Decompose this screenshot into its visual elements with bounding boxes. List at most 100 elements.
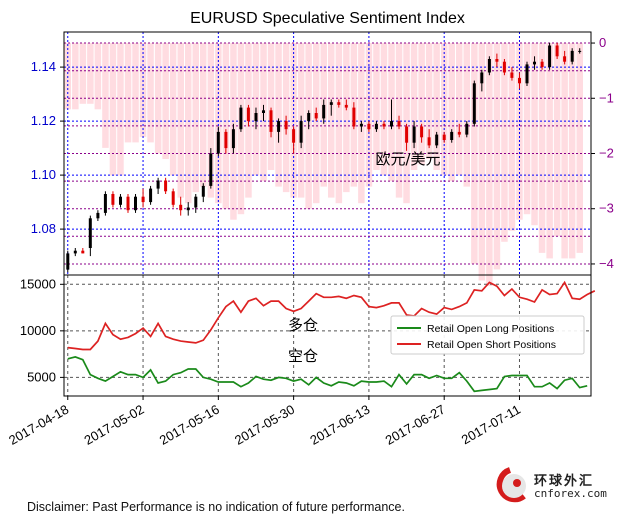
candle-body <box>374 123 378 130</box>
candle-body <box>224 131 228 149</box>
long-annotation: 多仓 <box>288 316 318 334</box>
candle-body <box>73 250 77 254</box>
candle-body <box>533 61 536 65</box>
sentiment-bar <box>516 43 523 220</box>
disclaimer-text: Disclaimer: Past Performance is no indic… <box>27 500 405 514</box>
candle-body <box>540 61 544 68</box>
sentiment-bar <box>267 43 275 170</box>
sentiment-bar <box>463 43 470 187</box>
candle-body <box>149 188 153 203</box>
sentiment-bar <box>456 43 463 176</box>
sentiment-bar <box>493 43 501 270</box>
candle-body <box>480 72 484 84</box>
sentiment-bar <box>79 43 87 104</box>
logo-chinese-text: 环球外汇 <box>534 474 595 489</box>
sentiment-bar <box>576 43 583 253</box>
candle-body <box>450 131 454 140</box>
candle-body <box>322 104 326 119</box>
sentiment-bar <box>478 43 486 281</box>
candle-body <box>578 50 582 52</box>
pair-annotation: 欧元/美元 <box>375 150 440 168</box>
sentiment-bar <box>365 43 373 187</box>
candle-body <box>262 110 265 113</box>
sentiment-bar <box>94 43 102 110</box>
sentiment-bar <box>102 43 109 148</box>
candle-body <box>292 129 296 143</box>
logo-domain-text: cnforex.com <box>534 487 607 500</box>
candle-body <box>555 45 559 57</box>
sentiment-bar <box>169 43 177 176</box>
candle-body <box>359 123 363 127</box>
candle-body <box>277 121 281 132</box>
candle-body <box>81 250 85 254</box>
sentiment-bar <box>531 43 538 226</box>
candle-body <box>103 194 107 213</box>
sentiment-bar <box>154 43 162 154</box>
sentiment-bar <box>185 43 192 204</box>
candle-body <box>111 194 115 205</box>
candle-body <box>231 129 235 149</box>
sentiment-bar <box>109 43 117 176</box>
candle-body <box>299 121 303 143</box>
sentiment-bar <box>425 43 433 159</box>
price-tick-label: 1.14 <box>31 59 56 74</box>
candle-body <box>171 191 175 205</box>
candle-body <box>435 134 439 146</box>
short-positions-line <box>67 280 596 351</box>
date-tick-label: 2017-05-16 <box>157 402 222 448</box>
candle-body <box>269 110 273 132</box>
sentiment-bar <box>471 43 478 264</box>
positions-panel-frame <box>63 274 592 397</box>
candle-body <box>88 218 92 248</box>
price-tick-label: 1.12 <box>31 113 56 128</box>
sentiment-bar <box>523 43 531 215</box>
sentiment-bar <box>132 43 139 143</box>
candle-body <box>284 121 288 130</box>
candle-body <box>329 102 333 105</box>
sentiment-tick-label: −2 <box>599 146 614 161</box>
sentiment-bar <box>508 43 516 231</box>
candle-body <box>216 131 220 154</box>
sentiment-bar <box>207 43 215 198</box>
sentiment-bar <box>192 43 199 193</box>
candle-body <box>209 153 213 186</box>
sentiment-bar <box>177 43 184 198</box>
candle-body <box>239 107 243 130</box>
candle-body <box>179 204 183 211</box>
candle-body <box>570 50 574 62</box>
candle-body <box>141 196 145 203</box>
candle-body <box>548 45 552 68</box>
chart-title: EURUSD Speculative Sentiment Index <box>190 10 465 27</box>
candle-body <box>134 196 137 211</box>
cnforex-logo: 环球外汇 cnforex.com <box>490 466 625 504</box>
date-tick-label: 2017-04-18 <box>6 402 71 448</box>
sentiment-bar <box>87 43 94 104</box>
candle-body <box>442 134 446 140</box>
candle-body <box>563 56 567 62</box>
candle-body <box>510 72 514 78</box>
price-tick-label: 1.08 <box>31 221 56 236</box>
price-tick-label: 1.10 <box>31 167 56 182</box>
candle-body <box>119 196 122 205</box>
sentiment-bar <box>418 43 425 165</box>
sentiment-bar <box>335 43 343 204</box>
candle-body <box>457 131 461 135</box>
sentiment-bar <box>117 43 124 176</box>
sentiment-bar <box>313 43 320 204</box>
positions-tick-label: 15000 <box>20 276 56 291</box>
candle-body <box>367 123 371 130</box>
date-tick-label: 2017-06-13 <box>307 402 372 448</box>
legend-long-label: Retail Open Long Positions <box>427 323 554 335</box>
date-tick-label: 2017-06-27 <box>383 402 448 448</box>
short-annotation: 空仓 <box>288 347 318 365</box>
sentiment-bar <box>380 43 388 176</box>
candle-body <box>382 123 386 127</box>
positions-tick-label: 10000 <box>20 323 56 338</box>
sentiment-bar <box>501 43 508 242</box>
sentiment-bar <box>124 43 132 143</box>
candle-body <box>164 180 168 192</box>
positions-tick-label: 5000 <box>27 369 56 384</box>
sentiment-bar <box>162 43 169 159</box>
sentiment-bar <box>568 43 576 259</box>
